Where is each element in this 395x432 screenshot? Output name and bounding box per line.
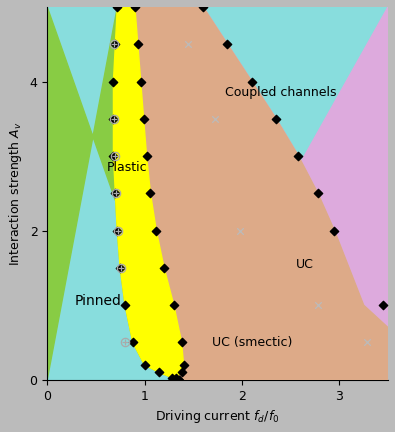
- Point: [112, 190, 118, 197]
- Point: [175, 376, 182, 383]
- Point: [147, 190, 154, 197]
- Point: [212, 115, 218, 122]
- Point: [112, 41, 118, 48]
- Point: [130, 339, 136, 346]
- Text: Pinned: Pinned: [75, 294, 121, 308]
- Polygon shape: [135, 7, 388, 380]
- Point: [315, 190, 321, 197]
- Point: [110, 115, 117, 122]
- Text: UC: UC: [296, 258, 314, 271]
- Point: [181, 362, 187, 368]
- X-axis label: Driving current $f_d/f_0$: Driving current $f_d/f_0$: [155, 408, 280, 425]
- Y-axis label: Interaction strength $A_v$: Interaction strength $A_v$: [7, 121, 24, 266]
- Point: [363, 339, 370, 346]
- Point: [110, 78, 117, 85]
- Point: [135, 41, 141, 48]
- Point: [143, 152, 150, 159]
- Point: [200, 3, 206, 10]
- Point: [175, 376, 182, 383]
- Point: [114, 227, 120, 234]
- Point: [132, 3, 138, 10]
- Point: [114, 3, 120, 10]
- Text: Plastic: Plastic: [107, 161, 147, 174]
- Point: [273, 115, 279, 122]
- Point: [179, 369, 185, 376]
- Point: [331, 227, 338, 234]
- Point: [248, 78, 255, 85]
- Point: [295, 152, 302, 159]
- Point: [141, 362, 148, 368]
- Point: [117, 264, 123, 271]
- Point: [224, 41, 231, 48]
- Point: [169, 374, 175, 381]
- Point: [173, 374, 179, 381]
- Text: UC (smectic): UC (smectic): [212, 336, 292, 349]
- Point: [380, 302, 386, 309]
- Polygon shape: [113, 7, 184, 380]
- Point: [171, 302, 177, 309]
- Polygon shape: [135, 7, 388, 380]
- Point: [153, 227, 160, 234]
- Polygon shape: [135, 7, 388, 380]
- Point: [122, 302, 128, 309]
- Point: [156, 369, 162, 376]
- Point: [137, 78, 144, 85]
- Polygon shape: [47, 7, 179, 380]
- Point: [161, 264, 167, 271]
- Point: [179, 339, 185, 346]
- Point: [110, 152, 117, 159]
- Point: [315, 302, 321, 309]
- Point: [237, 227, 243, 234]
- Point: [141, 115, 147, 122]
- Text: Coupled channels: Coupled channels: [225, 86, 337, 99]
- Polygon shape: [47, 7, 388, 380]
- Point: [185, 41, 192, 48]
